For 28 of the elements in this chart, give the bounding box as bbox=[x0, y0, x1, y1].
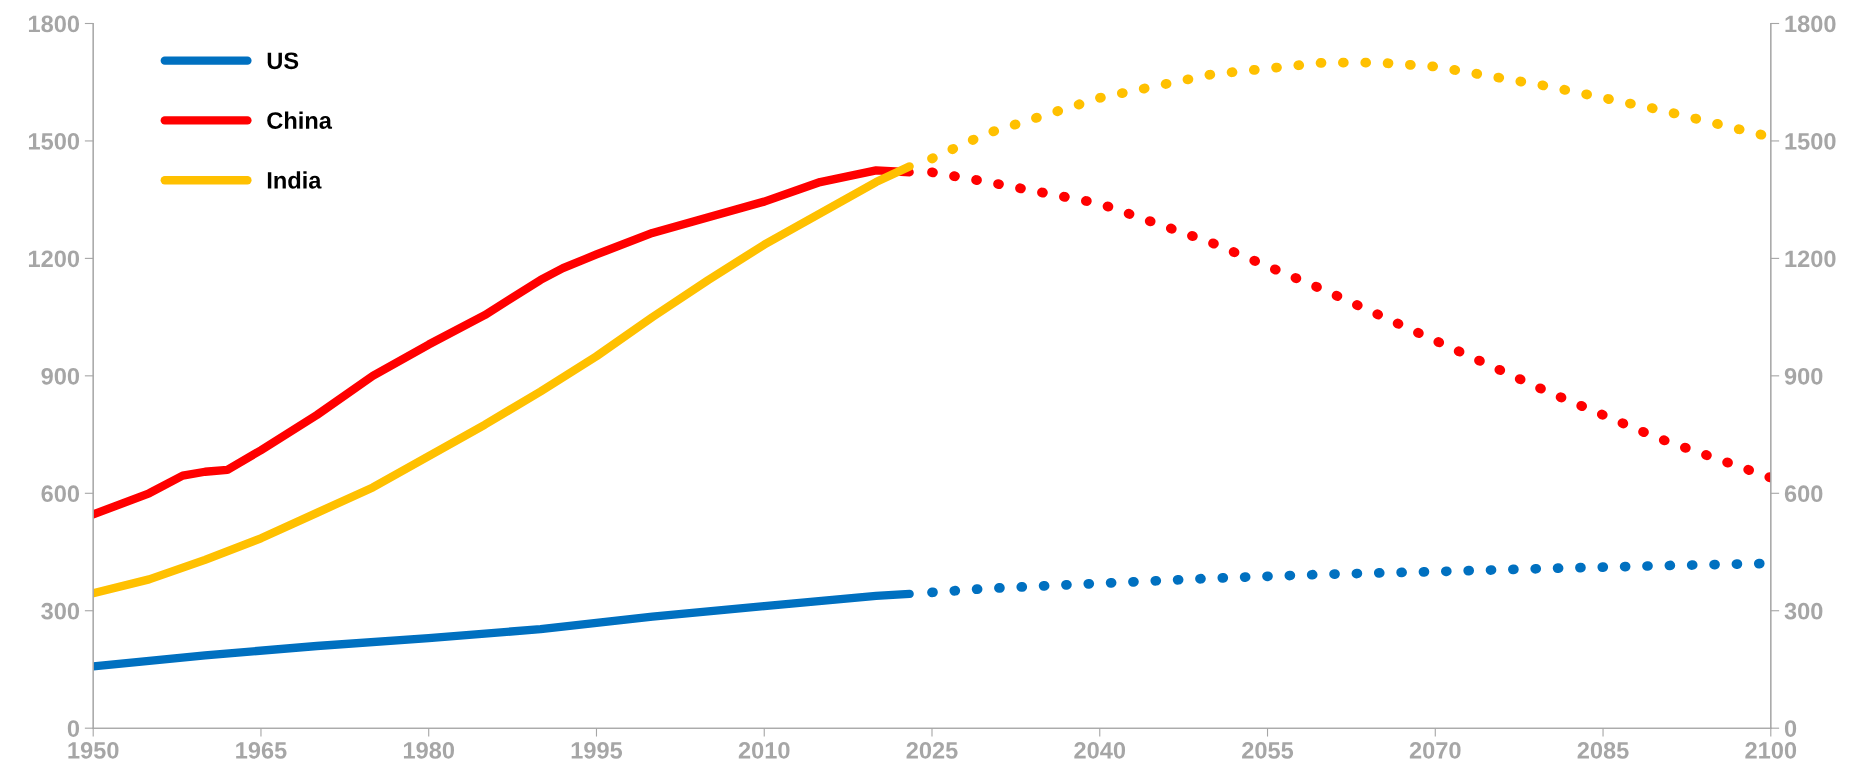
legend-label: China bbox=[267, 111, 333, 129]
x-tick-label: 2100 bbox=[1745, 742, 1797, 759]
legend-label: India bbox=[267, 171, 322, 189]
y2-tick-label: 900 bbox=[1784, 367, 1823, 385]
legend-label: US bbox=[267, 52, 299, 70]
y2-tick-label: 1500 bbox=[1785, 133, 1836, 150]
y2-tick-label: 1200 bbox=[1785, 250, 1836, 268]
x-tick-label: 2070 bbox=[1409, 742, 1461, 759]
y-tick-label: 1800 bbox=[28, 15, 80, 33]
y-tick-label: 300 bbox=[41, 602, 80, 620]
y2-tick-label: 300 bbox=[1784, 602, 1823, 620]
x-tick-label: 1980 bbox=[403, 742, 455, 759]
x-tick-label: 2055 bbox=[1242, 742, 1294, 759]
y-tick-label: 1500 bbox=[28, 133, 80, 150]
y-tick-label: 600 bbox=[41, 485, 80, 503]
y-tick-label: 1200 bbox=[28, 250, 80, 268]
x-tick-label: 2010 bbox=[738, 742, 790, 759]
x-tick-label: 2040 bbox=[1074, 742, 1126, 759]
y-tick-label: 900 bbox=[41, 367, 80, 385]
x-tick-label: 1995 bbox=[571, 742, 623, 759]
x-tick-label: 1965 bbox=[236, 742, 287, 759]
x-tick-label: 2025 bbox=[906, 742, 958, 759]
x-tick-label: 1950 bbox=[68, 742, 119, 759]
y-tick-label: 0 bbox=[67, 720, 80, 737]
y2-tick-label: 600 bbox=[1784, 485, 1823, 503]
x-tick-label: 2085 bbox=[1577, 742, 1629, 759]
y2-tick-label: 1800 bbox=[1785, 15, 1836, 33]
y2-tick-label: 0 bbox=[1784, 720, 1797, 737]
